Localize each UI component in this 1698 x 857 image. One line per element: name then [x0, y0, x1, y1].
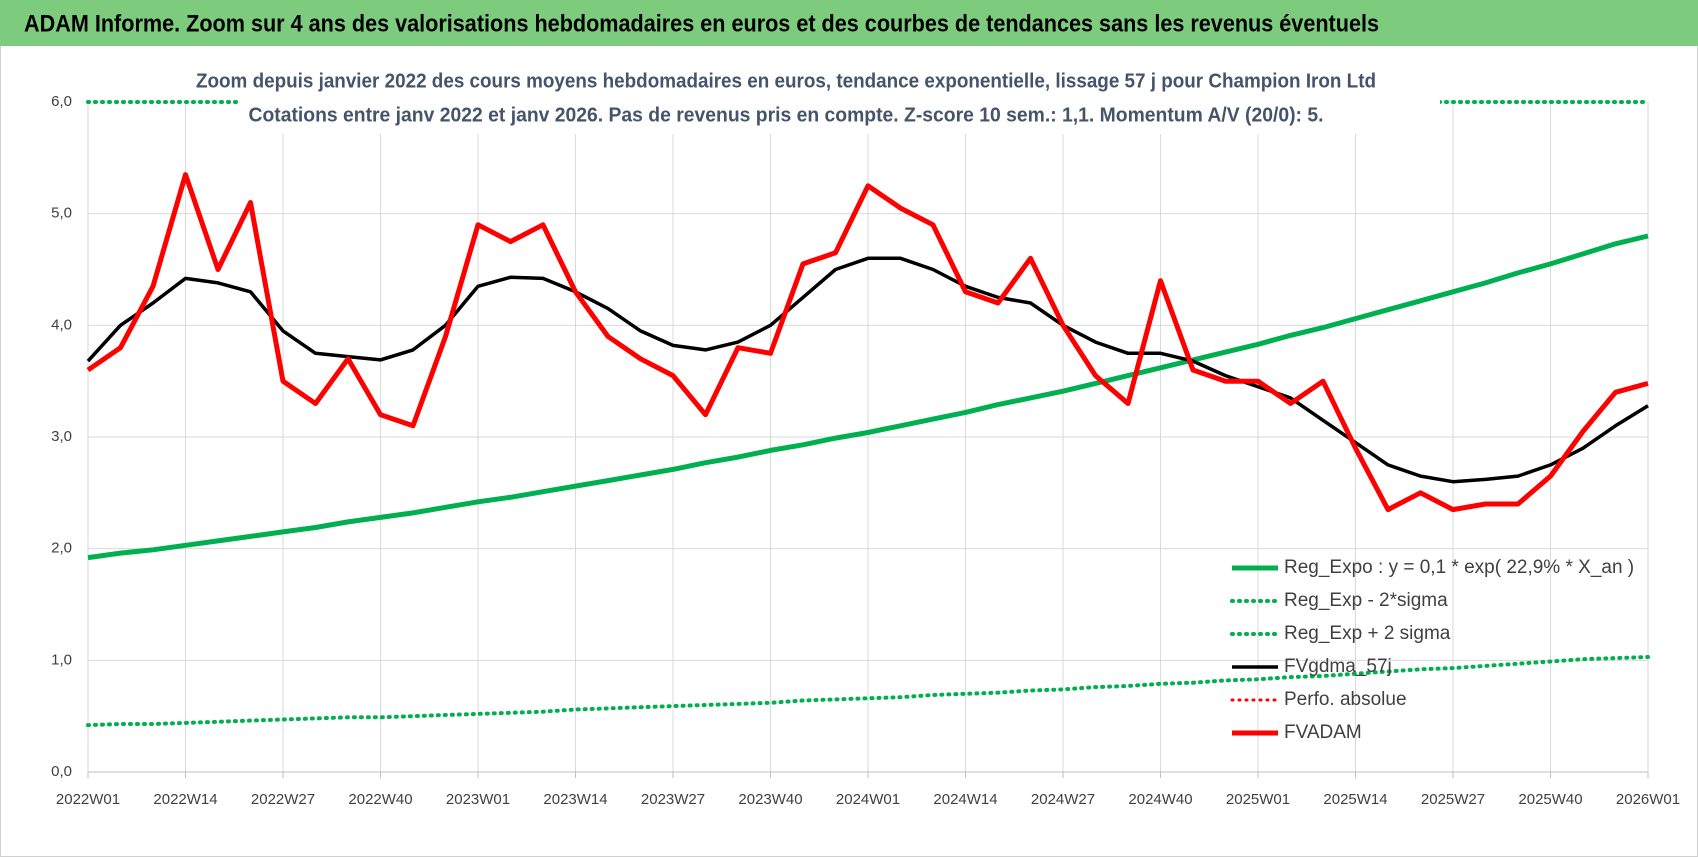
x-tick-label: 2026W01 [1616, 791, 1680, 808]
y-tick-label: 5,0 [51, 205, 72, 222]
legend-label: Reg_Expo : y = 0,1 * exp( 22,9% * X_an ) [1284, 557, 1634, 578]
x-tick-label: 2023W01 [446, 791, 510, 808]
x-tick-label: 2022W01 [56, 791, 120, 808]
legend-label: FVgdma_57j [1284, 656, 1392, 677]
series-line [86, 172, 1649, 513]
y-tick-label: 2,0 [51, 540, 72, 557]
y-tick-label: 0,0 [51, 763, 72, 780]
legend-label: Perfo. absolue [1284, 689, 1407, 710]
legend-label: Reg_Exp - 2*sigma [1284, 590, 1448, 611]
x-tick-label: 2022W40 [348, 791, 412, 808]
chart-title: Zoom depuis janvier 2022 des cours moyen… [196, 70, 1376, 92]
series-line [86, 655, 1650, 728]
x-tick-label: 2024W14 [933, 791, 997, 808]
x-tick-label: 2024W01 [836, 791, 900, 808]
y-tick-label: 3,0 [51, 428, 72, 445]
x-tick-label: 2023W14 [543, 791, 607, 808]
x-tick-label: 2024W27 [1031, 791, 1095, 808]
legend-label: FVADAM [1284, 722, 1362, 743]
x-tick-label: 2025W01 [1226, 791, 1290, 808]
legend: Reg_Expo : y = 0,1 * exp( 22,9% * X_an )… [1230, 557, 1634, 743]
header-title: ADAM Informe. Zoom sur 4 ans des valoris… [24, 10, 1379, 37]
series-line [87, 233, 1649, 561]
y-tick-label: 1,0 [51, 651, 72, 668]
x-tick-label: 2025W14 [1323, 791, 1387, 808]
x-tick-label: 2025W40 [1518, 791, 1582, 808]
legend-label: Reg_Exp + 2 sigma [1284, 623, 1451, 644]
chart-subtitle: Cotations entre janv 2022 et janv 2026. … [249, 104, 1324, 126]
x-tick-label: 2022W27 [251, 791, 315, 808]
x-tick-label: 2022W14 [153, 791, 217, 808]
x-tick-label: 2023W40 [738, 791, 802, 808]
y-tick-label: 4,0 [51, 316, 72, 333]
x-tick-label: 2024W40 [1128, 791, 1192, 808]
header-bar [0, 0, 1698, 46]
title-box [240, 64, 1440, 134]
x-tick-label: 2025W27 [1421, 791, 1485, 808]
y-tick-label: 6,0 [51, 93, 72, 110]
x-tick-label: 2023W27 [641, 791, 705, 808]
